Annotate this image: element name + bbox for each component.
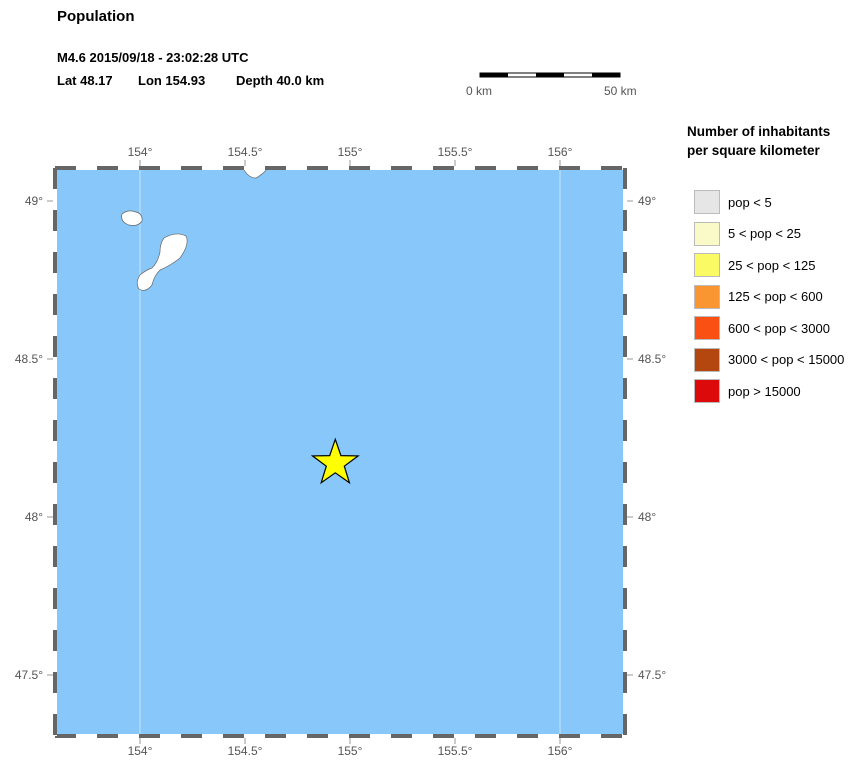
legend-label: 3000 < pop < 15000 [728, 352, 845, 367]
lat-tick-left: 48.5° [14, 352, 43, 366]
lat-tick-left: 49° [24, 194, 43, 208]
legend-title: Number of inhabitants [687, 124, 831, 139]
lat-tick-left: 48° [24, 510, 43, 524]
legend-item: pop > 15000 [694, 379, 801, 403]
scale-end-label: 50 km [604, 84, 637, 98]
scale-start-label: 0 km [466, 84, 493, 98]
lat-tick-right: 48.5° [638, 352, 667, 366]
lon-tick-bottom: 156° [547, 744, 573, 758]
legend-item: 5 < pop < 25 [694, 221, 802, 246]
lon-tick-top: 156° [547, 145, 573, 159]
map-title: Population [57, 8, 135, 25]
legend-label: 5 < pop < 25 [728, 226, 802, 241]
land [121, 167, 269, 291]
island [121, 210, 143, 226]
island [242, 167, 269, 179]
legend-item: pop < 5 [694, 190, 772, 214]
legend-item: 3000 < pop < 15000 [694, 347, 845, 372]
lon-tick-top: 154.5° [227, 145, 263, 159]
tick-marks [47, 160, 633, 744]
legend-item: 600 < pop < 3000 [694, 316, 830, 340]
map-frame [53, 166, 627, 738]
legend-swatch [694, 190, 720, 214]
lat-tick-right: 48° [638, 510, 657, 524]
lon-tick-bottom: 154° [127, 744, 153, 758]
legend-label: pop > 15000 [728, 383, 801, 399]
legend-swatch [694, 347, 720, 372]
legend-swatch [694, 316, 720, 340]
depth-label: Depth 40.0 km [236, 73, 325, 88]
island [136, 233, 188, 291]
lon-tick-top: 155° [337, 145, 363, 159]
lon-tick-bottom: 154.5° [227, 744, 263, 758]
legend-item: 125 < pop < 600 [694, 284, 823, 309]
legend-swatch [694, 379, 720, 403]
legend-subtitle: per square kilometer [687, 143, 820, 158]
lat-tick-left: 47.5° [14, 668, 43, 682]
star-icon [310, 437, 360, 485]
legend-swatch [694, 284, 720, 309]
lat-tick-right: 47.5° [638, 668, 667, 682]
lat-label: Lat 48.17 [57, 73, 113, 88]
lon-tick-top: 154° [127, 145, 153, 159]
lon-tick-bottom: 155° [337, 744, 363, 758]
legend-label: 600 < pop < 3000 [728, 320, 830, 336]
legend-swatch [694, 253, 720, 277]
legend-item: 25 < pop < 125 [694, 253, 815, 277]
legend-label: 25 < pop < 125 [728, 257, 816, 273]
lat-tick-right: 49° [638, 194, 657, 208]
legend-label: 125 < pop < 600 [728, 289, 823, 304]
lon-tick-bottom: 155.5° [437, 744, 473, 758]
legend-swatch [694, 221, 720, 246]
scale-bar [479, 72, 621, 78]
legend-label: pop < 5 [728, 194, 772, 210]
event-info: M4.6 2015/09/18 - 23:02:28 UTC [57, 50, 249, 65]
lon-label: Lon 154.93 [138, 73, 206, 88]
lon-tick-top: 155.5° [437, 145, 473, 159]
